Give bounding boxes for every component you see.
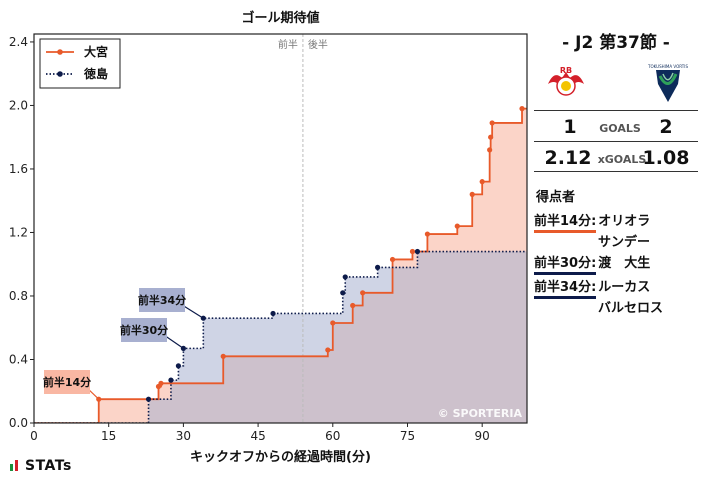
scorer-name-line2: バルセロス: [598, 301, 664, 316]
y-tick-label: 0.8: [9, 289, 28, 303]
data-point: [342, 274, 348, 280]
x-tick-label: 15: [101, 429, 116, 443]
series-area-1: [148, 251, 527, 423]
data-point: [220, 353, 226, 359]
scorer-time: 前半30分:: [534, 252, 597, 275]
scorer-entry: 前半34分: ルーカス バルセロス: [534, 276, 663, 316]
data-point: [158, 380, 164, 386]
annotation-box: [44, 370, 90, 394]
data-point: [350, 302, 356, 309]
data-point: [479, 179, 485, 185]
x-tick-label: 60: [325, 429, 340, 443]
scorer-time: 前半34分:: [534, 276, 597, 299]
watermark-text: © SPORTERIA: [438, 407, 523, 420]
home-crest-icon: RB: [548, 66, 584, 96]
divider: [534, 110, 698, 111]
home-xg: 2.12: [544, 147, 592, 169]
y-tick-label: 0.4: [9, 352, 28, 366]
legend-entry: 大宮: [84, 44, 108, 59]
y-tick-label: 0.0: [9, 416, 28, 430]
away-goals: 2: [659, 116, 673, 138]
halftime-label-second: 後半: [308, 38, 328, 51]
data-point: [325, 347, 331, 353]
data-point: [375, 264, 381, 270]
data-point: [145, 396, 152, 402]
scorer-entry: 前半14分: オリオラ サンデー: [534, 210, 651, 250]
annotation-box: [139, 288, 185, 312]
match-title: - J2 第37節 -: [562, 33, 670, 53]
data-point: [488, 134, 494, 140]
chart-title: ゴール期待値: [241, 10, 319, 26]
data-point: [409, 248, 416, 255]
x-tick-label: 75: [400, 429, 415, 443]
scorer-time: 前半14分:: [534, 210, 597, 233]
data-point: [168, 377, 174, 383]
goals-row: 1 GOALS 2: [534, 116, 698, 144]
x-tick-label: 90: [475, 429, 490, 443]
plot-area: [34, 34, 527, 423]
legend-box: [39, 38, 121, 89]
match-info-panel: - J2 第37節 - RB TOKUSHIMA VORTIS 1 GOALS …: [534, 0, 704, 479]
scorer-name: ルーカス: [598, 280, 651, 295]
data-point: [330, 320, 336, 326]
y-tick-label: 1.2: [9, 225, 28, 239]
away-crest-text: TOKUSHIMA VORTIS: [647, 64, 688, 69]
data-point: [270, 310, 276, 317]
brand-text: STATs: [25, 458, 72, 474]
y-tick-label: 2.0: [9, 98, 28, 112]
x-tick-label: 30: [176, 429, 191, 443]
away-crest-icon: TOKUSHIMA VORTIS: [647, 64, 688, 102]
plot-frame: [33, 33, 528, 424]
data-point: [340, 290, 346, 296]
data-point: [389, 256, 396, 263]
y-tick-label: 1.6: [9, 162, 28, 176]
data-point: [519, 106, 525, 112]
divider: [534, 141, 698, 142]
data-point: [175, 363, 182, 369]
home-crest-text: RB: [560, 66, 572, 75]
scorer-name-line2: サンデー: [598, 235, 651, 250]
xg-label: xGOALS: [597, 153, 647, 166]
data-point: [487, 147, 493, 153]
xg-row: 2.12 xGOALS 1.08: [534, 147, 698, 175]
legend-swatch-marker: [57, 49, 63, 55]
x-tick-label: 0: [30, 429, 38, 443]
annotation-label: 前半14分: [43, 375, 91, 389]
legend-swatch-marker: [57, 71, 63, 77]
divider: [534, 171, 698, 172]
data-point: [469, 191, 475, 197]
data-point: [454, 223, 460, 229]
xg-chart: 前半 後半 0 15 30 45 60 75 90 0.0 0.4 0.8 1.2 1.6 2.0 2.4 ゴー…: [9, 10, 528, 465]
scorer-name: 渡 大生: [598, 256, 651, 271]
data-point: [414, 248, 421, 255]
goal-annotation: 前半30分: [120, 318, 184, 349]
away-xg: 1.08: [642, 147, 690, 169]
data-point: [360, 290, 366, 296]
annotation-box: [121, 318, 167, 342]
y-tick-label: 2.4: [9, 35, 28, 49]
legend-entry: 徳島: [83, 66, 108, 81]
goals-label: GOALS: [599, 122, 641, 135]
annotation-label: 前半34分: [138, 293, 186, 307]
halftime-label-first: 前半: [278, 38, 298, 51]
brand-logo: STATs: [10, 458, 72, 475]
goal-annotation: 前半14分: [43, 370, 100, 400]
scorer-entry: 前半30分: 渡 大生: [534, 252, 650, 275]
annotation-label: 前半30分: [120, 323, 168, 337]
bars-icon: [10, 459, 20, 475]
goal-annotation: 前半34分: [138, 288, 204, 319]
scorer-name: オリオラ: [598, 214, 651, 229]
data-point: [489, 120, 495, 126]
data-point: [424, 231, 431, 237]
home-goals: 1: [563, 116, 577, 138]
x-tick-label: 45: [250, 429, 265, 443]
scorers-heading: 得点者: [536, 190, 576, 205]
x-axis-label: キックオフからの経過時間(分): [190, 449, 371, 465]
